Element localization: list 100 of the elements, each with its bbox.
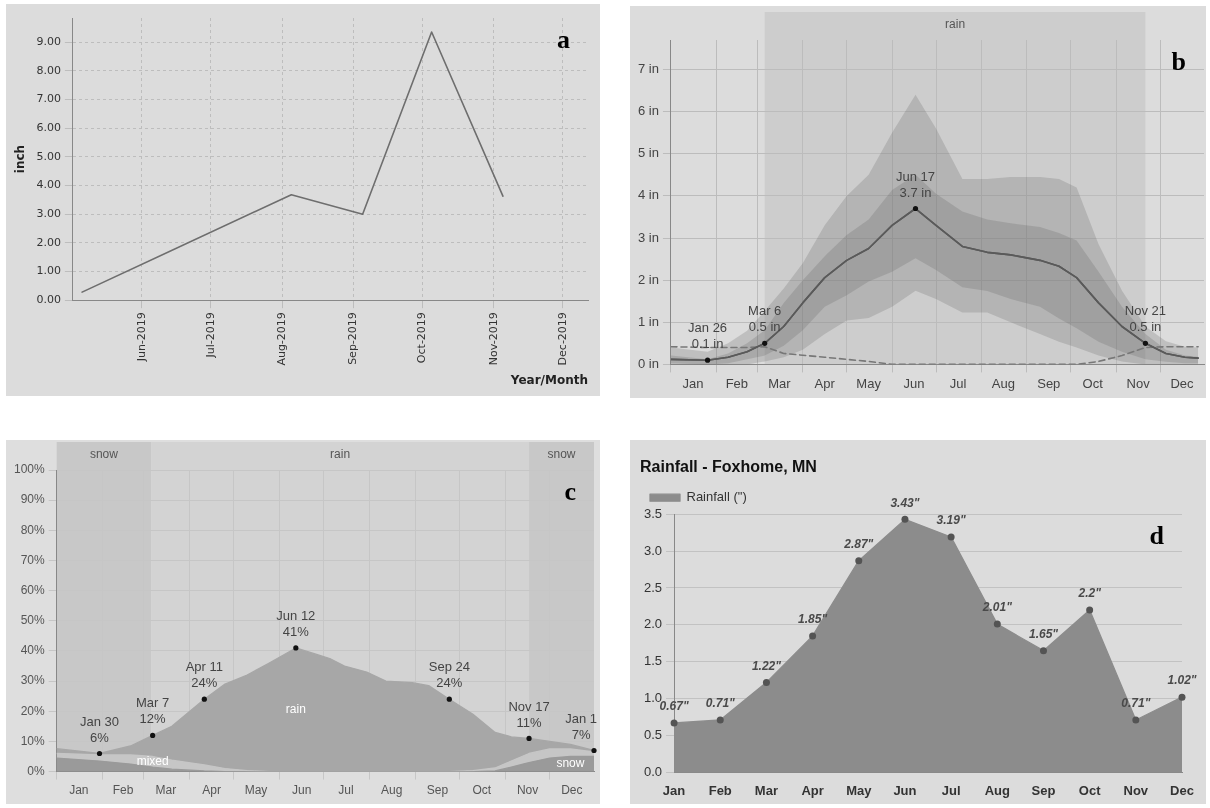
y-tick-label: 70%: [20, 552, 46, 567]
x-tick-label: Aug: [991, 375, 1015, 391]
y-tick-label: 7 in: [637, 61, 659, 77]
band-label: snow: [547, 447, 576, 462]
annotation: c: [564, 477, 576, 506]
x-tick-label: Sep: [1031, 782, 1056, 798]
y-tick-label: 30%: [20, 673, 46, 688]
x-tick-label: Dec-2019: [555, 312, 569, 366]
y-tick-label: 5.00: [36, 149, 61, 163]
x-tick-label: Dec: [1170, 375, 1195, 391]
x-tick-label: Apr: [202, 783, 222, 798]
y-tick-label: 3.00: [36, 207, 61, 221]
y-tick-label: 40%: [20, 643, 46, 658]
x-tick-label: May: [856, 375, 882, 391]
annotation: b: [1171, 47, 1186, 76]
y-tick-label: 2.5: [643, 579, 663, 595]
x-tick-label: Nov: [516, 783, 539, 798]
y-tick-label: 2 in: [637, 271, 659, 287]
y-tick-label: 6 in: [637, 103, 659, 119]
series-label: mixed: [136, 754, 169, 769]
x-tick-label: Jan: [69, 783, 89, 798]
x-tick-label: Jun: [893, 782, 917, 798]
y-axis-title: inch: [13, 144, 28, 174]
data-label: 2.87": [843, 536, 874, 551]
x-tick-label: Aug: [984, 782, 1010, 798]
x-tick-label: Aug: [381, 783, 403, 798]
annotation: Nov 21 0.5 in: [1124, 303, 1167, 335]
data-label: 1.22": [751, 658, 782, 673]
x-tick-label: Mar: [768, 375, 792, 391]
band-label: rain: [330, 447, 351, 462]
y-tick-label: 20%: [20, 703, 46, 718]
y-tick-label: 8.00: [36, 63, 61, 77]
data-label: 3.19": [936, 513, 966, 528]
y-tick-label: 10%: [20, 733, 46, 748]
x-tick-label: Mar: [155, 783, 177, 798]
chart-title: Rainfall - Foxhome, MN: [640, 458, 817, 476]
x-tick-label: Sep: [426, 783, 449, 798]
annotation: Nov 17 11%: [508, 698, 550, 730]
band-label: rain: [945, 17, 966, 32]
x-tick-label: May: [846, 782, 873, 798]
y-tick-label: 100%: [13, 462, 46, 477]
x-tick-label: Jul: [338, 783, 354, 798]
x-axis-title: Year/Month: [509, 372, 588, 387]
y-tick-label: 80%: [20, 522, 46, 537]
x-tick-label: Oct: [1082, 375, 1104, 391]
y-tick-label: 0%: [27, 763, 46, 778]
x-tick-label: Jul-2019: [203, 312, 217, 359]
x-tick-label: Jun-2019: [134, 312, 148, 363]
series-label: rain: [285, 702, 306, 717]
x-tick-label: Oct-2019: [415, 312, 429, 364]
x-tick-label: Apr: [801, 782, 824, 798]
x-tick-label: Apr: [814, 375, 836, 391]
x-tick-label: May: [244, 783, 268, 798]
annotation: Jan 30 6%: [79, 713, 120, 745]
data-label: 0.71": [705, 696, 736, 711]
annotation: Jun 17 3.7 in: [895, 168, 936, 200]
y-tick-label: 9.00: [36, 35, 61, 49]
data-label: 0.71": [1121, 696, 1151, 711]
legend-label: Rainfall ("): [686, 489, 747, 505]
y-tick-label: 6.00: [36, 121, 61, 135]
y-tick-label: 60%: [20, 582, 46, 597]
y-tick-label: 4.00: [36, 178, 61, 192]
annotation: Jan 1 7%: [565, 710, 598, 742]
x-tick-label: Nov-2019: [486, 312, 500, 366]
y-tick-label: 0.00: [36, 293, 61, 307]
y-tick-label: 1.00: [36, 264, 61, 278]
x-tick-label: Dec: [1170, 782, 1194, 798]
x-tick-label: Jun: [903, 375, 925, 391]
x-tick-label: Sep-2019: [346, 312, 360, 365]
x-tick-label: Feb: [708, 782, 732, 798]
y-tick-label: 1 in: [637, 313, 659, 329]
annotation: Sep 24 24%: [428, 659, 470, 691]
y-tick-label: 5 in: [637, 145, 659, 161]
annotation: d: [1149, 521, 1165, 551]
x-tick-label: Oct: [1078, 782, 1102, 798]
data-label: 1.65": [1028, 626, 1059, 641]
y-tick-label: 2.00: [36, 235, 61, 249]
x-tick-label: Dec: [561, 783, 583, 798]
x-tick-label: Jan: [662, 782, 686, 798]
x-tick-label: Mar: [754, 782, 778, 798]
y-tick-label: 1.5: [643, 653, 663, 669]
y-tick-label: 2.0: [643, 616, 663, 632]
y-tick-label: 3 in: [637, 229, 659, 245]
y-tick-label: 4 in: [637, 187, 659, 203]
data-label: 2.2": [1077, 586, 1102, 601]
data-label: 3.43": [890, 495, 920, 510]
x-tick-label: Jan: [682, 375, 704, 391]
x-tick-label: Jul: [949, 375, 967, 391]
y-tick-label: 90%: [20, 492, 46, 507]
series-label: snow: [556, 756, 585, 771]
x-tick-label: Feb: [112, 783, 134, 798]
annotation: a: [557, 25, 570, 54]
x-tick-label: Jul: [941, 782, 961, 798]
annotation: Apr 11 24%: [185, 659, 223, 691]
x-tick-label: Oct: [472, 783, 492, 798]
x-tick-label: Aug-2019: [275, 312, 289, 366]
x-tick-label: Nov: [1126, 375, 1151, 391]
annotation: Mar 6 0.5 in: [748, 303, 782, 335]
y-tick-label: 0.5: [643, 727, 663, 743]
x-tick-label: Sep: [1037, 375, 1061, 391]
